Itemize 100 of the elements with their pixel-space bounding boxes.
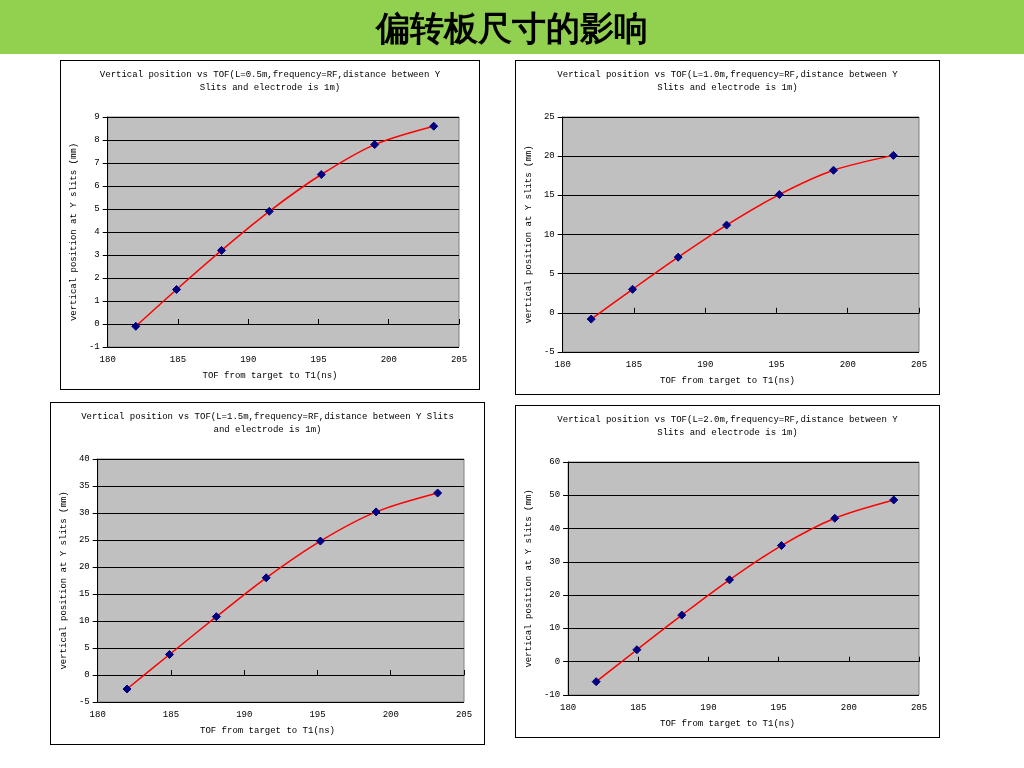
x-tick-label: 185: [625, 359, 643, 370]
y-tick-label: 0: [549, 307, 555, 318]
point: [722, 220, 732, 230]
point: [830, 513, 840, 523]
y-axis-title: vertical position at Y slits (mm): [523, 489, 534, 668]
x-tick-label: 195: [309, 709, 326, 720]
x-tick-label: 190: [236, 709, 253, 720]
chart-title: Vertical position vs TOF(L=1.0m,frequency=RF,distance between Y Slits and electrode is 1m): [556, 69, 899, 95]
point: [371, 507, 381, 517]
point: [677, 610, 687, 620]
y-tick-label: 0: [84, 670, 90, 680]
point: [776, 541, 786, 551]
x-axis-title: TOF from target to T1(ns): [199, 726, 336, 736]
x-tick-label: 200: [380, 354, 397, 365]
y-tick-label: -5: [543, 347, 555, 357]
chart-title: Vertical position vs TOF(L=1.5m,frequency=RF,distance between Y Slits and electrode is 1m): [81, 411, 454, 437]
chart-title: Vertical position vs TOF(L=0.5m,frequency=RF,distance between Y Slits and electrode is 1m): [98, 69, 442, 95]
point: [673, 252, 683, 262]
y-tick-label: 50: [549, 490, 561, 501]
chart-title: Vertical position vs TOF(L=2.0m,frequency=RF,distance between Y Slits and electrode is 1m): [556, 414, 899, 440]
point: [261, 573, 271, 583]
y-tick-label: 30: [549, 556, 561, 567]
y-tick-label: -5: [78, 697, 90, 707]
y-tick-label: 8: [94, 135, 100, 145]
y-tick-label: 9: [94, 112, 100, 122]
point: [429, 121, 439, 131]
x-tick-label: 200: [839, 359, 856, 370]
y-tick-label: 0: [554, 656, 561, 667]
text: 偏转板尺寸的影响: [374, 7, 649, 50]
point: [828, 165, 838, 175]
y-tick-label: 30: [78, 508, 90, 518]
y-tick-label: 10: [543, 229, 555, 240]
y-tick-label: 6: [94, 181, 100, 191]
x-axis-title: TOF from target to T1(ns): [659, 719, 796, 729]
y-tick-label: 25: [78, 535, 90, 545]
y-tick-label: 5: [84, 643, 90, 653]
y-tick-label: 7: [94, 158, 100, 168]
y-axis-title: vertical position at Y slits (mm): [58, 491, 69, 670]
y-tick-label: 15: [543, 190, 555, 201]
point: [433, 488, 443, 498]
point: [888, 150, 898, 160]
x-tick-label: 200: [840, 702, 857, 713]
y-tick-label: 40: [549, 523, 561, 534]
point: [591, 677, 601, 687]
point: [725, 575, 735, 585]
point: [172, 285, 182, 294]
y-tick-label: 20: [78, 562, 90, 572]
y-tick-label: 60: [549, 457, 561, 467]
y-tick-label: 35: [78, 481, 90, 491]
x-tick-label: 190: [700, 702, 717, 713]
x-tick-label: 205: [910, 359, 928, 370]
y-tick-label: -1: [88, 342, 100, 352]
y-axis-title: vertical position at Y slits (mm): [68, 142, 79, 322]
point: [632, 645, 642, 655]
y-tick-label: 5: [549, 268, 555, 279]
point: [264, 206, 274, 216]
x-tick-label: 190: [240, 354, 257, 365]
x-axis-title: TOF from target to T1(ns): [201, 371, 339, 381]
y-tick-label: 15: [78, 589, 90, 599]
point: [122, 684, 132, 694]
x-tick-label: 190: [697, 359, 714, 370]
x-tick-label: 180: [89, 709, 106, 720]
point: [131, 321, 141, 331]
x-tick-label: 180: [560, 702, 577, 713]
x-tick-label: 195: [310, 354, 327, 365]
x-tick-label: 200: [382, 709, 399, 720]
point: [628, 284, 638, 294]
y-tick-label: 10: [549, 623, 561, 634]
x-tick-label: 205: [450, 354, 468, 365]
x-tick-label: 185: [169, 354, 187, 365]
y-tick-label: 1: [94, 296, 100, 306]
y-tick-label: 25: [543, 112, 555, 122]
point: [211, 612, 221, 622]
y-tick-label: 0: [94, 319, 100, 329]
x-tick-label: 195: [770, 702, 787, 713]
x-tick-label: 180: [554, 359, 571, 370]
x-tick-label: 185: [630, 702, 647, 713]
point: [217, 245, 227, 255]
y-tick-label: 10: [78, 616, 90, 626]
y-tick-label: 40: [78, 454, 90, 464]
y-tick-label: 20: [549, 590, 561, 601]
x-tick-label: 205: [910, 702, 928, 713]
x-axis-title: TOF from target to T1(ns): [659, 376, 796, 386]
point: [889, 495, 899, 505]
y-tick-label: -10: [543, 690, 561, 700]
x-tick-label: 180: [99, 354, 116, 365]
y-tick-label: 4: [94, 227, 100, 237]
point: [165, 649, 174, 659]
point: [586, 314, 596, 324]
x-tick-label: 205: [455, 709, 473, 720]
y-axis-title: vertical position at Y slits (mm): [523, 145, 534, 324]
y-tick-label: 20: [543, 151, 555, 162]
point: [316, 170, 326, 179]
y-tick-label: 3: [94, 250, 100, 260]
point: [370, 140, 380, 150]
y-tick-label: 5: [94, 204, 100, 214]
x-tick-label: 195: [768, 359, 785, 370]
point: [315, 536, 325, 546]
y-tick-label: 2: [94, 273, 100, 283]
x-tick-label: 185: [162, 709, 180, 720]
